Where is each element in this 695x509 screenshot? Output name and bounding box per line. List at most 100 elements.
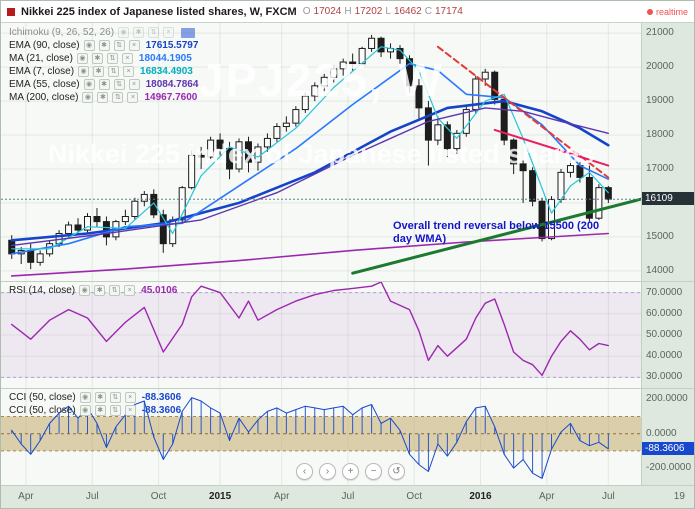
- realtime-status: realtime: [646, 6, 688, 17]
- indicator-row-0-label: EMA (90, close): [9, 40, 80, 51]
- time-tick-label: Jul: [341, 491, 355, 502]
- ohlc-readout: O 17024 H 17202 L 16462 C 17174: [303, 6, 463, 17]
- main-price-pane[interactable]: [1, 23, 641, 281]
- eye-icon[interactable]: ◉: [79, 392, 91, 403]
- arrows-icon[interactable]: ⇅: [109, 405, 121, 416]
- last-price-badge: 16109: [642, 192, 694, 206]
- rsi-tick-label: 60.0000: [646, 307, 683, 319]
- time-tick-label: 19: [673, 491, 685, 502]
- indicator-row-2-value: 16834.4903: [140, 66, 193, 77]
- rsi-pane[interactable]: [1, 282, 641, 388]
- close-icon[interactable]: ×: [124, 405, 136, 416]
- cci-indicator-row-1-value: -88.3606: [141, 405, 182, 416]
- cci-legend: CCI (50, close) ◉ ✱ ⇅ × -88.3606 CCI (50, clos…: [9, 391, 181, 417]
- cci-tick-label: 200.0000: [646, 393, 688, 405]
- rsi-tick-label: 40.0000: [646, 350, 683, 362]
- pane-separator[interactable]: [1, 388, 694, 389]
- settings-icon[interactable]: ✱: [94, 392, 106, 403]
- reset-view-button[interactable]: ↺: [388, 463, 405, 480]
- price-tick-label: 15000: [646, 230, 674, 242]
- close-icon[interactable]: ×: [128, 79, 140, 90]
- cci-indicator-row-0-value: -88.3606: [141, 392, 182, 403]
- settings-icon[interactable]: ✱: [91, 53, 103, 64]
- eye-icon[interactable]: ◉: [79, 405, 91, 416]
- time-axis[interactable]: Apr Jul Oct 2015 Apr Jul Oct 2016 Apr Jul 19: [1, 485, 694, 508]
- price-tick-label: 14000: [646, 264, 674, 276]
- close-icon[interactable]: ×: [163, 27, 175, 38]
- rsi-tick-label: 70.0000: [646, 286, 683, 298]
- close-icon[interactable]: ×: [121, 53, 133, 64]
- cci-tick-label: 0.0000: [646, 427, 677, 439]
- indicator-row-0: EMA (90, close) ◉ ✱ ⇅ × 17615.5797: [9, 39, 198, 52]
- time-tick-label: Jul: [85, 491, 99, 502]
- arrows-icon[interactable]: ⇅: [109, 285, 121, 296]
- collapsed-indicator-badge[interactable]: [181, 27, 196, 38]
- eye-icon[interactable]: ◉: [78, 66, 90, 77]
- arrows-icon[interactable]: ⇅: [148, 27, 160, 38]
- close-icon[interactable]: ×: [123, 66, 135, 77]
- close-icon[interactable]: ×: [127, 92, 139, 103]
- chart-title: Nikkei 225 index of Japanese listed shar…: [21, 5, 297, 18]
- rsi-legend: RSI (14, close) ◉ ✱ ⇅ × 45.0106: [9, 284, 177, 297]
- settings-icon[interactable]: ✱: [98, 79, 110, 90]
- price-tick-label: 20000: [646, 61, 674, 73]
- settings-icon[interactable]: ✱: [98, 40, 110, 51]
- scroll-right-button[interactable]: ›: [319, 463, 336, 480]
- high-label: H: [344, 6, 352, 17]
- indicator-row-4: MA (200, close) ◉ ✱ ⇅ × 14967.7600: [9, 91, 198, 104]
- eye-icon[interactable]: ◉: [76, 53, 88, 64]
- eye-icon[interactable]: ◉: [83, 79, 95, 90]
- close-label: C: [424, 6, 432, 17]
- pane-separator[interactable]: [1, 281, 694, 282]
- chart-toolbar: Nikkei 225 index of Japanese listed shar…: [1, 1, 694, 23]
- arrows-icon[interactable]: ⇅: [109, 392, 121, 403]
- eye-icon[interactable]: ◉: [82, 92, 94, 103]
- eye-icon[interactable]: ◉: [118, 27, 130, 38]
- realtime-dot-icon: [646, 8, 653, 15]
- cci-tick-label: -200.0000: [646, 462, 692, 474]
- arrows-icon[interactable]: ⇅: [113, 40, 125, 51]
- eye-icon[interactable]: ◉: [83, 40, 95, 51]
- trend-annotation: Overall trend reversal below 15500 (200 …: [393, 220, 600, 245]
- settings-icon[interactable]: ✱: [97, 92, 109, 103]
- settings-icon[interactable]: ✱: [93, 66, 105, 77]
- settings-icon[interactable]: ✱: [133, 27, 145, 38]
- indicator-row-3-value: 18084.7864: [145, 79, 199, 90]
- realtime-label: realtime: [655, 6, 688, 17]
- time-tick-label: Oct: [150, 491, 167, 502]
- indicator-row-1-value: 18044.1905: [138, 53, 192, 64]
- close-icon[interactable]: ×: [124, 285, 136, 296]
- indicator-row-3: EMA (55, close) ◉ ✱ ⇅ × 18084.7864: [9, 78, 198, 91]
- settings-icon[interactable]: ✱: [94, 405, 106, 416]
- price-tick-label: 21000: [646, 27, 674, 39]
- indicator-ichimoku: Ichimoku (9, 26, 52, 26) ◉ ✱ ⇅ ×: [9, 26, 198, 39]
- settings-icon[interactable]: ✱: [94, 285, 106, 296]
- zoom-out-button[interactable]: −: [365, 463, 382, 480]
- time-tick-label: Apr: [18, 491, 34, 502]
- indicator-row-1-label: MA (21, close): [9, 53, 73, 64]
- arrows-icon[interactable]: ⇅: [106, 53, 118, 64]
- cci-indicator-row-0-label: CCI (50, close): [9, 392, 76, 403]
- price-tick-label: 17000: [646, 162, 674, 174]
- time-tick-label: 2016: [469, 491, 492, 502]
- time-tick-label: Apr: [539, 491, 555, 502]
- rsi-indicator-row: RSI (14, close) ◉ ✱ ⇅ × 45.0106: [9, 284, 177, 297]
- cci-value-badge: -88.3606: [642, 441, 694, 455]
- arrows-icon[interactable]: ⇅: [108, 66, 120, 77]
- arrows-icon[interactable]: ⇅: [112, 92, 124, 103]
- arrows-icon[interactable]: ⇅: [113, 79, 125, 90]
- close-icon[interactable]: ×: [124, 392, 136, 403]
- close-icon[interactable]: ×: [128, 40, 140, 51]
- indicator-row-3-label: EMA (55, close): [9, 79, 80, 90]
- price-tick-label: 19000: [646, 95, 674, 107]
- scroll-left-button[interactable]: ‹: [296, 463, 313, 480]
- indicator-ichimoku-label: Ichimoku (9, 26, 52, 26): [9, 27, 115, 38]
- zoom-in-button[interactable]: +: [342, 463, 359, 480]
- rsi-tick-label: 50.0000: [646, 329, 683, 340]
- time-tick-label: Apr: [273, 491, 290, 502]
- symbol-icon: [7, 7, 15, 16]
- rsi-indicator-row-label: RSI (14, close): [9, 285, 76, 296]
- indicator-row-4-value: 14967.7600: [144, 92, 198, 103]
- eye-icon[interactable]: ◉: [79, 285, 91, 296]
